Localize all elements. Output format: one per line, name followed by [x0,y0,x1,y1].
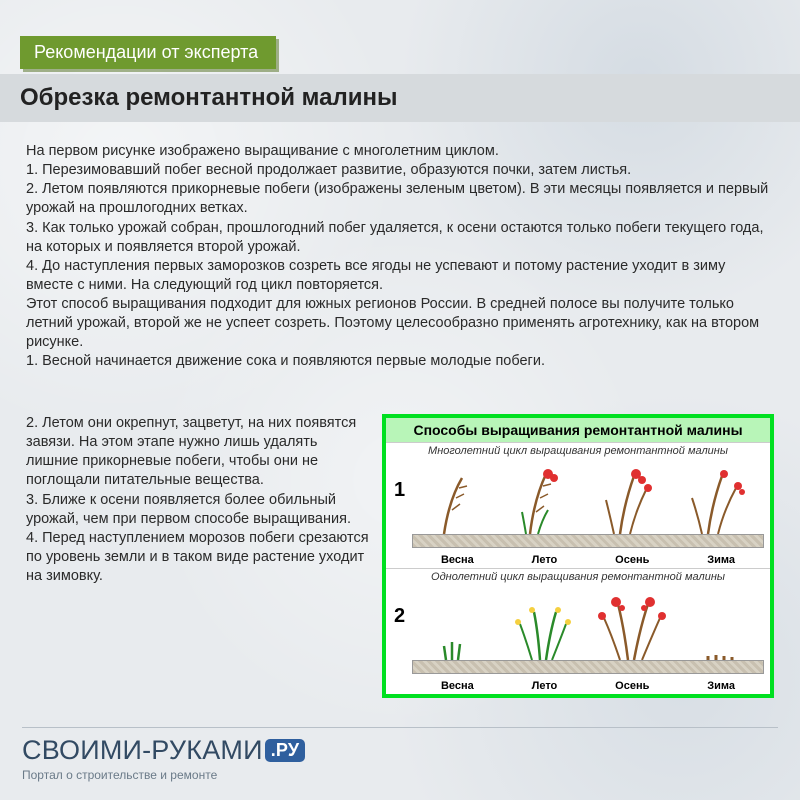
plant-autumn-icon [590,586,674,660]
season-label: Весна [441,680,474,692]
lower-line: 2. Летом они окрепнут, зацветут, на них … [26,414,372,491]
growing-methods-diagram: Способы выращивания ремонтантной малины … [382,414,774,698]
season-label: Весна [441,554,474,566]
intro-line: 1. Весной начинается движение сока и поя… [26,352,774,371]
title-bar: Обрезка ремонтантной малины [0,74,800,122]
intro-line: 4. До наступления первых заморозков созр… [26,257,774,295]
expert-badge: Рекомендации от эксперта [20,36,276,69]
intro-line: Этот способ выращивания подходит для южн… [26,295,774,352]
site-footer: СВОИМИ-РУКАМИ.РУ Портал о строительстве … [22,735,305,782]
diagram-panel-2: Однолетний цикл выращивания ремонтантной… [386,568,770,694]
panel1-caption: Многолетний цикл выращивания ремонтантно… [386,445,770,457]
season-labels: Весна Лето Осень Зима [412,680,764,692]
intro-text: На первом рисунке изображено выращивание… [26,142,774,372]
season-label: Лето [532,680,558,692]
season-label: Зима [707,554,735,566]
brand-tagline: Портал о строительстве и ремонте [22,768,305,782]
plants-row [412,586,764,660]
panel2-caption: Однолетний цикл выращивания ремонтантной… [386,571,770,583]
plant-winter-icon [678,586,762,660]
page-title: Обрезка ремонтантной малины [20,84,780,112]
diagram-panel-1: Многолетний цикл выращивания ремонтантно… [386,442,770,568]
plant-summer-icon [502,460,586,534]
plant-spring-icon [414,586,498,660]
plant-autumn-icon [590,460,674,534]
season-label: Осень [615,680,649,692]
lower-line: 3. Ближе к осени появляется более обильн… [26,491,372,529]
season-label: Осень [615,554,649,566]
season-label: Зима [707,680,735,692]
season-labels: Весна Лето Осень Зима [412,554,764,566]
intro-line: 3. Как только урожай собран, прошлогодни… [26,219,774,257]
lower-row: 2. Летом они окрепнут, зацветут, на них … [26,414,774,698]
intro-line: 2. Летом появляются прикорневые побеги (… [26,180,774,218]
diagram-title: Способы выращивания ремонтантной малины [386,418,770,442]
footer-rule [22,727,778,728]
plant-winter-icon [678,460,762,534]
brand-tld: .РУ [265,739,306,762]
brand-name: СВОИМИ-РУКАМИ [22,735,263,765]
brand-logo: СВОИМИ-РУКАМИ.РУ [22,735,305,766]
ground-strip [412,534,764,548]
season-label: Лето [532,554,558,566]
lower-text: 2. Летом они окрепнут, зацветут, на них … [26,414,372,698]
intro-line: 1. Перезимовавший побег весной продолжае… [26,161,774,180]
ground-strip [412,660,764,674]
plants-row [412,460,764,534]
lower-line: 4. Перед наступлением морозов побеги сре… [26,529,372,586]
plant-summer-icon [502,586,586,660]
intro-line: На первом рисунке изображено выращивание… [26,142,774,161]
panel-number: 2 [394,605,405,628]
plant-spring-icon [414,460,498,534]
panel-number: 1 [394,479,405,502]
